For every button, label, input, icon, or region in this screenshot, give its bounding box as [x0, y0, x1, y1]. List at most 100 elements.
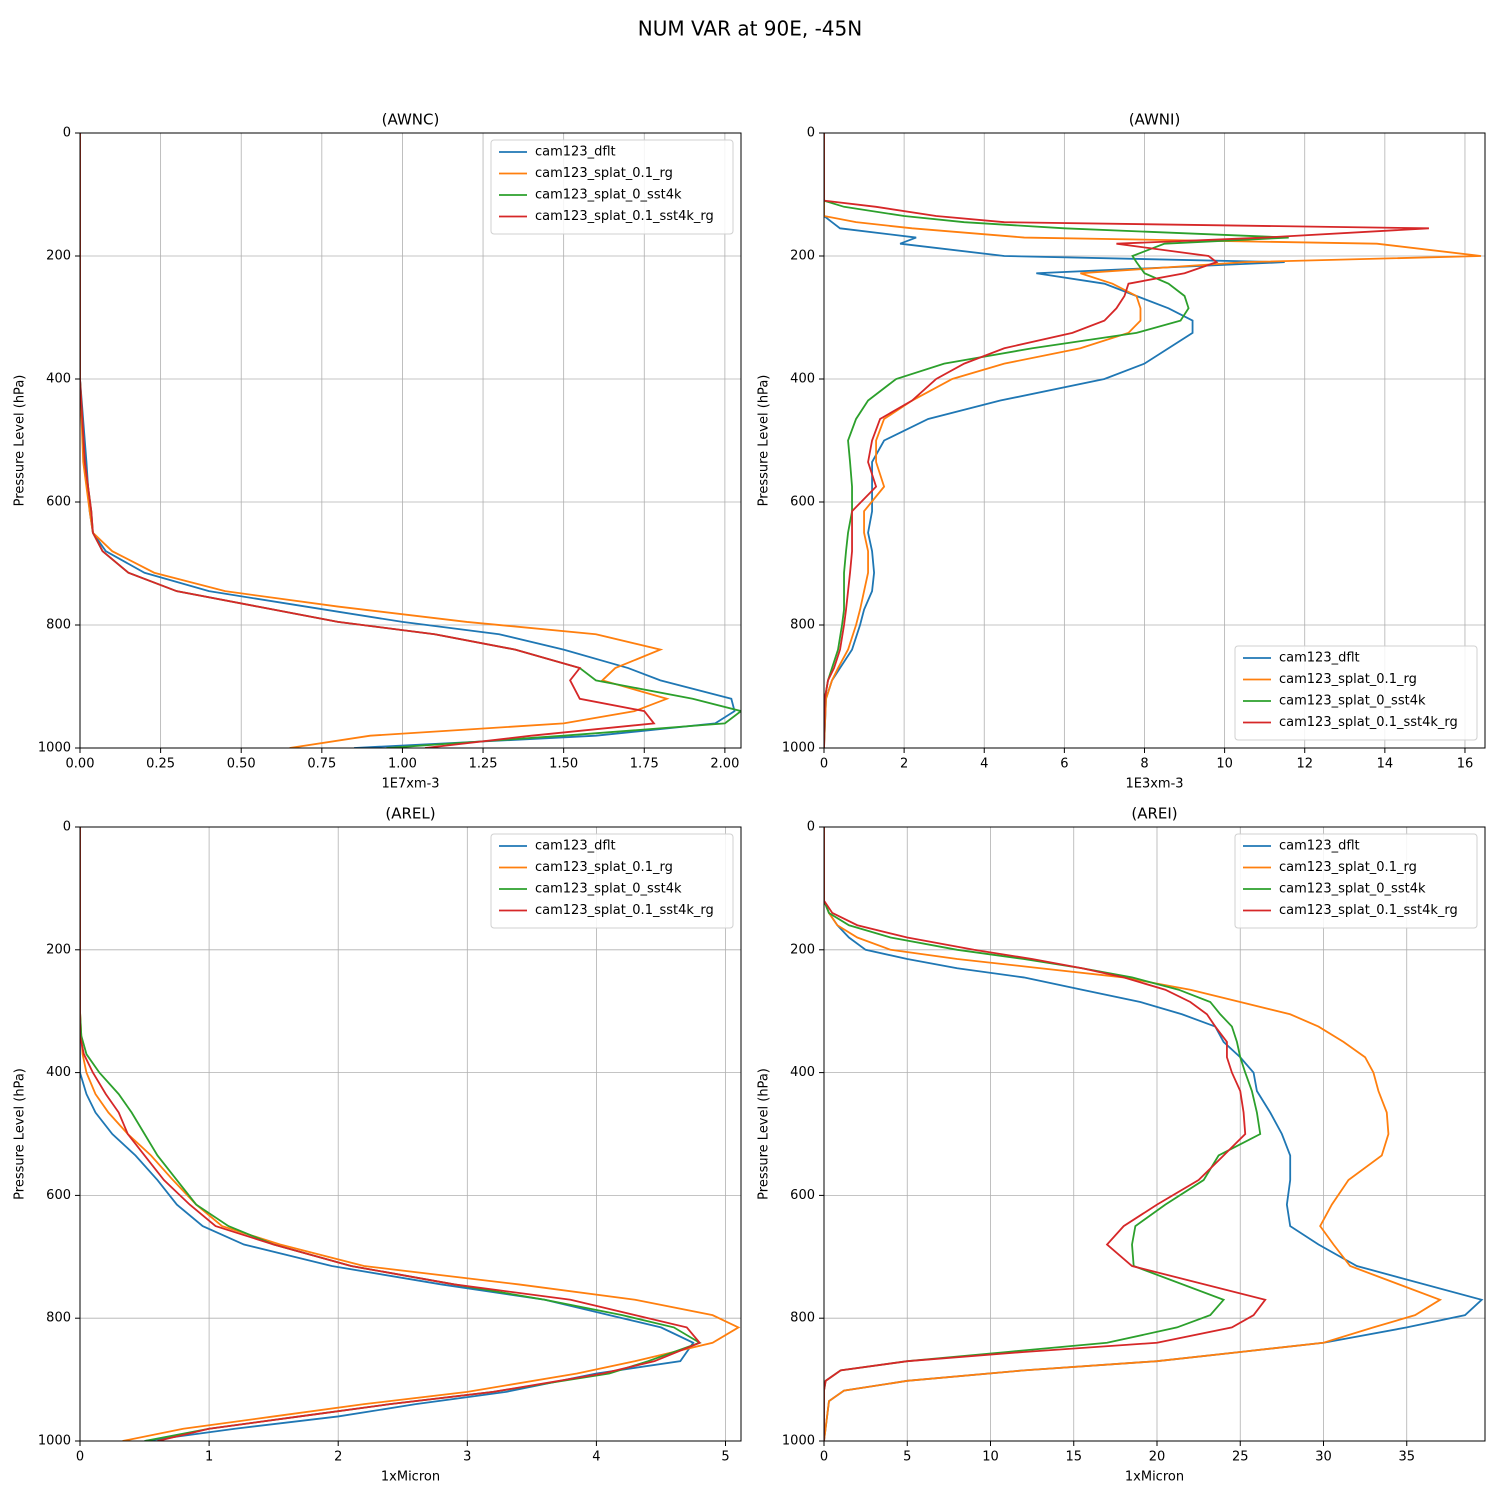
x-tick-label: 15 — [1065, 1450, 1082, 1465]
axes-title: (AREI) — [1131, 805, 1177, 823]
series-line — [80, 827, 695, 1441]
legend-box — [1234, 833, 1478, 929]
legend-label: cam123_splat_0.1_sst4k_rg — [535, 903, 714, 918]
x-tick-label: 5 — [721, 1450, 729, 1465]
x-tick-label: 0.25 — [146, 757, 175, 772]
y-tick-label: 1000 — [38, 1434, 71, 1449]
y-tick-label: 400 — [46, 372, 71, 387]
x-tick-label: 25 — [1232, 1450, 1249, 1465]
x-tick-label: 1.00 — [388, 757, 417, 772]
axes-frame — [823, 826, 1486, 1442]
series-line — [824, 827, 1443, 1441]
legend-label: cam123_splat_0_sst4k — [1279, 882, 1426, 897]
series-line — [80, 827, 702, 1441]
y-tick-label: 800 — [46, 618, 71, 633]
x-tick-label: 14 — [1377, 757, 1394, 772]
series-line — [824, 133, 1429, 748]
legend-box — [1234, 645, 1478, 741]
x-tick-label: 1 — [205, 1450, 213, 1465]
x-tick-label: 6 — [1060, 757, 1068, 772]
x-tick-label: 4 — [980, 757, 988, 772]
x-tick-label: 16 — [1457, 757, 1474, 772]
x-tick-label: 0.50 — [227, 757, 256, 772]
legend-box — [490, 139, 734, 235]
y-tick-label: 800 — [46, 1311, 71, 1326]
figure-title: NUM VAR at 90E, -45N — [638, 17, 862, 41]
legend-label: cam123_dflt — [1279, 651, 1360, 666]
x-axis-label: 1E7xm-3 — [381, 777, 439, 792]
y-tick-label: 800 — [790, 1311, 815, 1326]
legend: cam123_dflt cam123_splat_0.1_rg cam123_spl… — [490, 833, 734, 929]
legend: cam123_dflt cam123_splat_0.1_rg cam123_spl… — [490, 139, 734, 235]
series-line — [824, 133, 1482, 748]
legend: cam123_dflt cam123_splat_0.1_rg cam123_spl… — [1234, 833, 1478, 929]
x-tick-label: 5 — [903, 1450, 911, 1465]
legend-label: cam123_splat_0_sst4k — [535, 882, 682, 897]
y-tick-label: 200 — [790, 249, 815, 264]
y-tick-label: 400 — [46, 1065, 71, 1080]
axes: 0 2 4 6 8 10 12 14 16 0 200 400 600 800 1000 (AWNI) 1E3x… — [757, 111, 1486, 792]
y-tick-label: 1000 — [782, 741, 815, 756]
x-tick-label: 12 — [1296, 757, 1313, 772]
legend-label: cam123_splat_0_sst4k — [1279, 694, 1426, 709]
axes-title: (AREL) — [385, 805, 435, 823]
x-tick-label: 1.50 — [549, 757, 578, 772]
y-tick-label: 200 — [46, 942, 71, 957]
y-tick-label: 400 — [790, 372, 815, 387]
x-tick-label: 10 — [982, 1450, 999, 1465]
x-tick-label: 8 — [1140, 757, 1148, 772]
x-tick-label: 0 — [820, 757, 828, 772]
x-tick-label: 2.00 — [710, 757, 739, 772]
x-tick-label: 2 — [334, 1450, 342, 1465]
axes-frame — [79, 132, 742, 749]
legend-label: cam123_splat_0.1_sst4k_rg — [1279, 715, 1458, 730]
legend-label: cam123_splat_0.1_sst4k_rg — [535, 209, 714, 224]
axes: 0 1 2 3 4 5 0 200 400 600 800 1000 (AREL) 1xMicron Pre… — [13, 805, 742, 1485]
x-tick-label: 20 — [1149, 1450, 1166, 1465]
series-line — [824, 133, 1285, 748]
x-tick-label: 3 — [463, 1450, 471, 1465]
legend-label: cam123_dflt — [535, 839, 616, 854]
y-axis-label: Pressure Level (hPa) — [13, 1068, 28, 1200]
x-tick-label: 0.75 — [307, 757, 336, 772]
y-tick-label: 200 — [790, 942, 815, 957]
legend-box — [490, 833, 734, 929]
legend-label: cam123_splat_0.1_rg — [1279, 672, 1417, 687]
x-tick-label: 30 — [1315, 1450, 1332, 1465]
legend-label: cam123_splat_0.1_rg — [535, 166, 673, 181]
series-line — [80, 133, 670, 748]
y-tick-label: 600 — [790, 1188, 815, 1203]
y-tick-label: 200 — [46, 249, 71, 264]
y-axis-label: Pressure Level (hPa) — [13, 375, 28, 507]
y-tick-label: 0 — [807, 126, 815, 141]
x-tick-label: 1.75 — [630, 757, 659, 772]
series-line — [824, 827, 1262, 1441]
axes: 0.00 0.25 0.50 0.75 1.00 1.25 1.50 1.75 2.00 0 200… — [13, 111, 742, 792]
axes: 0 5 10 15 20 25 30 35 0 200 400 600 800 1000 (AREI) 1xM… — [757, 805, 1486, 1485]
axes-frame — [79, 826, 742, 1442]
x-tick-label: 4 — [592, 1450, 600, 1465]
x-axis-label: 1xMicron — [1125, 1470, 1184, 1485]
x-tick-label: 0 — [820, 1450, 828, 1465]
x-axis-label: 1xMicron — [381, 1470, 440, 1485]
y-tick-label: 600 — [790, 495, 815, 510]
series-line — [80, 827, 741, 1441]
y-axis-label: Pressure Level (hPa) — [757, 1068, 772, 1200]
axes-title: (AWNI) — [1129, 111, 1181, 129]
y-tick-label: 400 — [790, 1065, 815, 1080]
y-tick-label: 600 — [46, 1188, 71, 1203]
axes-frame — [823, 132, 1486, 749]
x-axis-label: 1E3xm-3 — [1125, 777, 1183, 792]
x-tick-label: 0.00 — [66, 757, 95, 772]
y-tick-label: 600 — [46, 495, 71, 510]
x-tick-label: 1.25 — [469, 757, 498, 772]
y-tick-label: 1000 — [782, 1434, 815, 1449]
y-tick-label: 0 — [63, 820, 71, 835]
legend-label: cam123_splat_0.1_rg — [535, 860, 673, 875]
series-line — [824, 827, 1267, 1441]
legend: cam123_dflt cam123_splat_0.1_rg cam123_spl… — [1234, 645, 1478, 741]
x-tick-label: 10 — [1216, 757, 1233, 772]
legend-label: cam123_splat_0_sst4k — [535, 188, 682, 203]
